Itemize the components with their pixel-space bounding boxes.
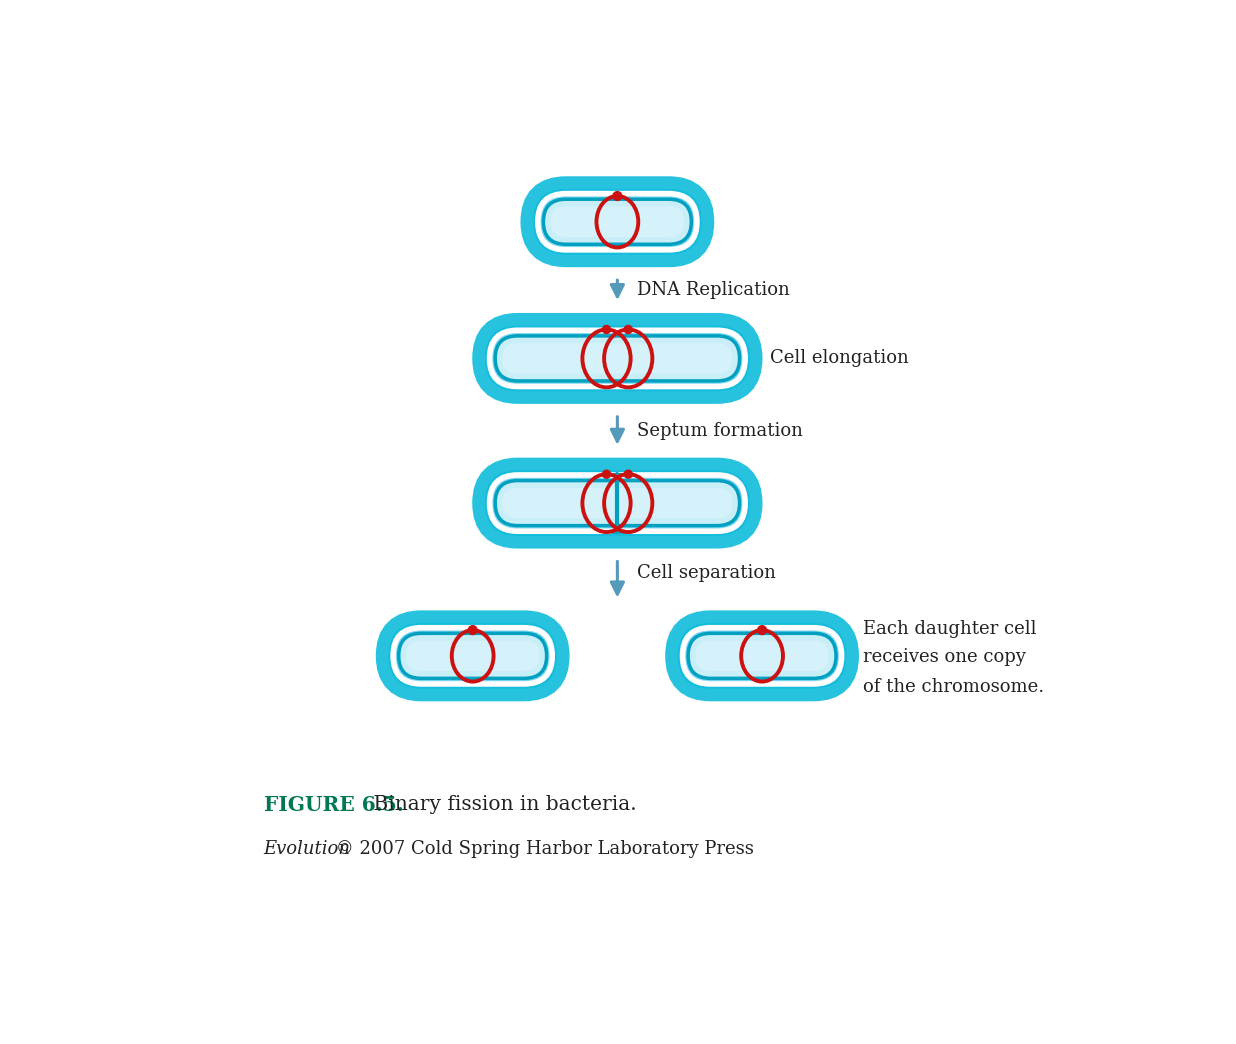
FancyBboxPatch shape (388, 623, 557, 689)
FancyBboxPatch shape (688, 634, 836, 679)
Circle shape (758, 625, 766, 635)
Text: DNA Replication: DNA Replication (638, 281, 790, 299)
Circle shape (624, 470, 633, 478)
FancyBboxPatch shape (485, 470, 750, 536)
FancyBboxPatch shape (489, 475, 745, 531)
Text: FIGURE 6.5.: FIGURE 6.5. (263, 794, 403, 814)
FancyBboxPatch shape (502, 488, 732, 519)
Text: Each daughter cell: Each daughter cell (863, 620, 1036, 638)
FancyBboxPatch shape (489, 330, 745, 386)
Text: receives one copy: receives one copy (863, 648, 1026, 666)
Text: Evolution: Evolution (263, 839, 351, 858)
FancyBboxPatch shape (551, 207, 684, 237)
Text: Binary fission in bacteria.: Binary fission in bacteria. (367, 796, 637, 814)
Circle shape (624, 326, 633, 333)
FancyBboxPatch shape (538, 193, 697, 250)
FancyBboxPatch shape (496, 480, 739, 525)
Text: Septum formation: Septum formation (638, 422, 803, 440)
FancyBboxPatch shape (399, 634, 546, 679)
Circle shape (613, 192, 622, 200)
FancyBboxPatch shape (405, 641, 539, 671)
FancyBboxPatch shape (544, 199, 691, 244)
FancyBboxPatch shape (502, 343, 732, 374)
Circle shape (468, 625, 477, 635)
Text: Cell elongation: Cell elongation (770, 350, 908, 367)
Circle shape (602, 326, 611, 333)
Text: © 2007 Cold Spring Harbor Laboratory Press: © 2007 Cold Spring Harbor Laboratory Pre… (330, 839, 754, 858)
FancyBboxPatch shape (677, 623, 847, 689)
FancyBboxPatch shape (696, 641, 829, 671)
FancyBboxPatch shape (485, 326, 750, 392)
FancyBboxPatch shape (393, 627, 552, 684)
FancyBboxPatch shape (682, 627, 842, 684)
FancyBboxPatch shape (496, 336, 739, 381)
Text: of the chromosome.: of the chromosome. (863, 678, 1043, 695)
Text: Cell separation: Cell separation (638, 564, 776, 583)
Circle shape (602, 470, 611, 478)
FancyBboxPatch shape (533, 189, 702, 255)
